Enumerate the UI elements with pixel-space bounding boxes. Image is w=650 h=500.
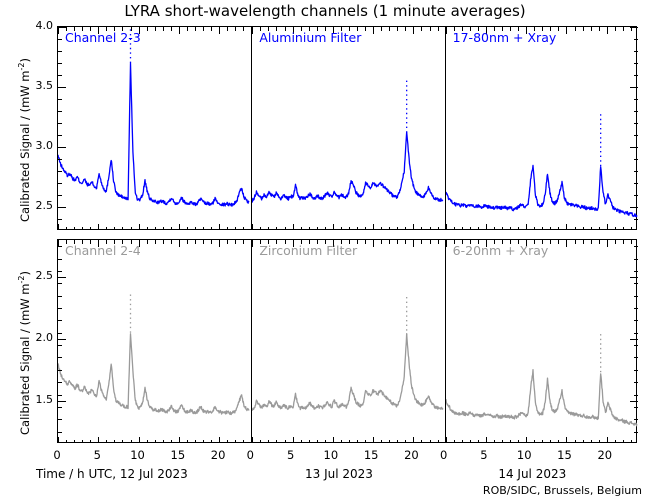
panel-top-1: Aluminium Filter	[251, 27, 444, 229]
panel-bottom-1: Zirconium Filter	[251, 240, 444, 442]
x-tick-label: 0	[53, 448, 61, 462]
y-axis-title-text: Calibrated Signal / (mW m	[17, 283, 32, 435]
y-tick-label: 3.0	[35, 139, 54, 152]
panel-label: Channel 2-4	[65, 243, 141, 258]
series-line	[252, 295, 444, 411]
plot-grid: Channel 2-3 Aluminium Filter 17-80nm + Xra…	[57, 26, 638, 443]
x-tick-label: 15	[557, 448, 572, 462]
x-tick-label: 20	[210, 448, 226, 462]
x-tick-label: 20	[404, 448, 419, 462]
series-line	[445, 114, 638, 218]
x-tick-label: 5	[286, 448, 295, 462]
y-axis-title: Calibrated Signal / (mW m-2)	[17, 271, 32, 435]
panel-label: Aluminium Filter	[259, 30, 362, 45]
x-axis-date-label: 13 Jul 2023	[305, 467, 373, 481]
panel-bottom-2: 6-20nm + Xray	[444, 240, 638, 442]
x-axis-date-label: 14 Jul 2023	[498, 467, 567, 481]
plot-row-top: Channel 2-3 Aluminium Filter 17-80nm + Xra…	[57, 26, 638, 230]
panel-bottom-0: Channel 2-4	[58, 240, 251, 442]
panel-label: Channel 2-3	[65, 30, 141, 45]
x-tick-label: 10	[130, 448, 145, 462]
y-axis-title: Calibrated Signal / (mW m-2)	[17, 58, 32, 222]
y-tick-label: 2.5	[35, 199, 54, 212]
x-axis-date-label: Time / h UTC, 12 Jul 2023	[36, 467, 188, 481]
x-tick-label: 10	[516, 448, 532, 462]
series-line	[445, 332, 638, 427]
x-tick-label: 10	[323, 448, 339, 462]
page-title: LYRA short-wavelength channels (1 minute…	[124, 2, 526, 20]
panel-top-2: 17-80nm + Xray	[444, 27, 638, 229]
y-axis-title-text: Calibrated Signal / (mW m	[17, 70, 32, 222]
y-tick-label: 2.5	[35, 269, 54, 283]
x-tick-label: 5	[480, 448, 488, 462]
x-tick-label: 15	[363, 448, 379, 462]
x-tick-label: 0	[439, 448, 448, 462]
y-tick-label: 3.5	[35, 79, 54, 92]
y-axis-exponent: -2	[17, 62, 26, 71]
series-line	[58, 27, 250, 207]
x-tick-label: 0	[246, 448, 254, 462]
panel-top-0: Channel 2-3	[58, 27, 251, 229]
y-tick-label: 2.0	[35, 330, 54, 344]
plot-row-bottom: Channel 2-4 Zirconium Filter 6-20nm + Xray	[57, 239, 638, 443]
y-axis-exponent: -2	[17, 275, 26, 284]
y-tick-label: 1.5	[35, 392, 54, 406]
panel-label: Zirconium Filter	[259, 243, 358, 258]
panel-label: 6-20nm + Xray	[452, 243, 549, 258]
series-line	[58, 292, 250, 416]
x-tick-label: 15	[170, 448, 186, 462]
panel-label: 17-80nm + Xray	[452, 30, 557, 45]
x-tick-label: 5	[93, 448, 101, 462]
credit-line: ROB/SIDC, Brussels, Belgium	[482, 484, 642, 497]
x-tick-label: 20	[597, 448, 613, 462]
y-tick-label: 4.0	[35, 19, 54, 32]
series-line	[252, 80, 444, 203]
